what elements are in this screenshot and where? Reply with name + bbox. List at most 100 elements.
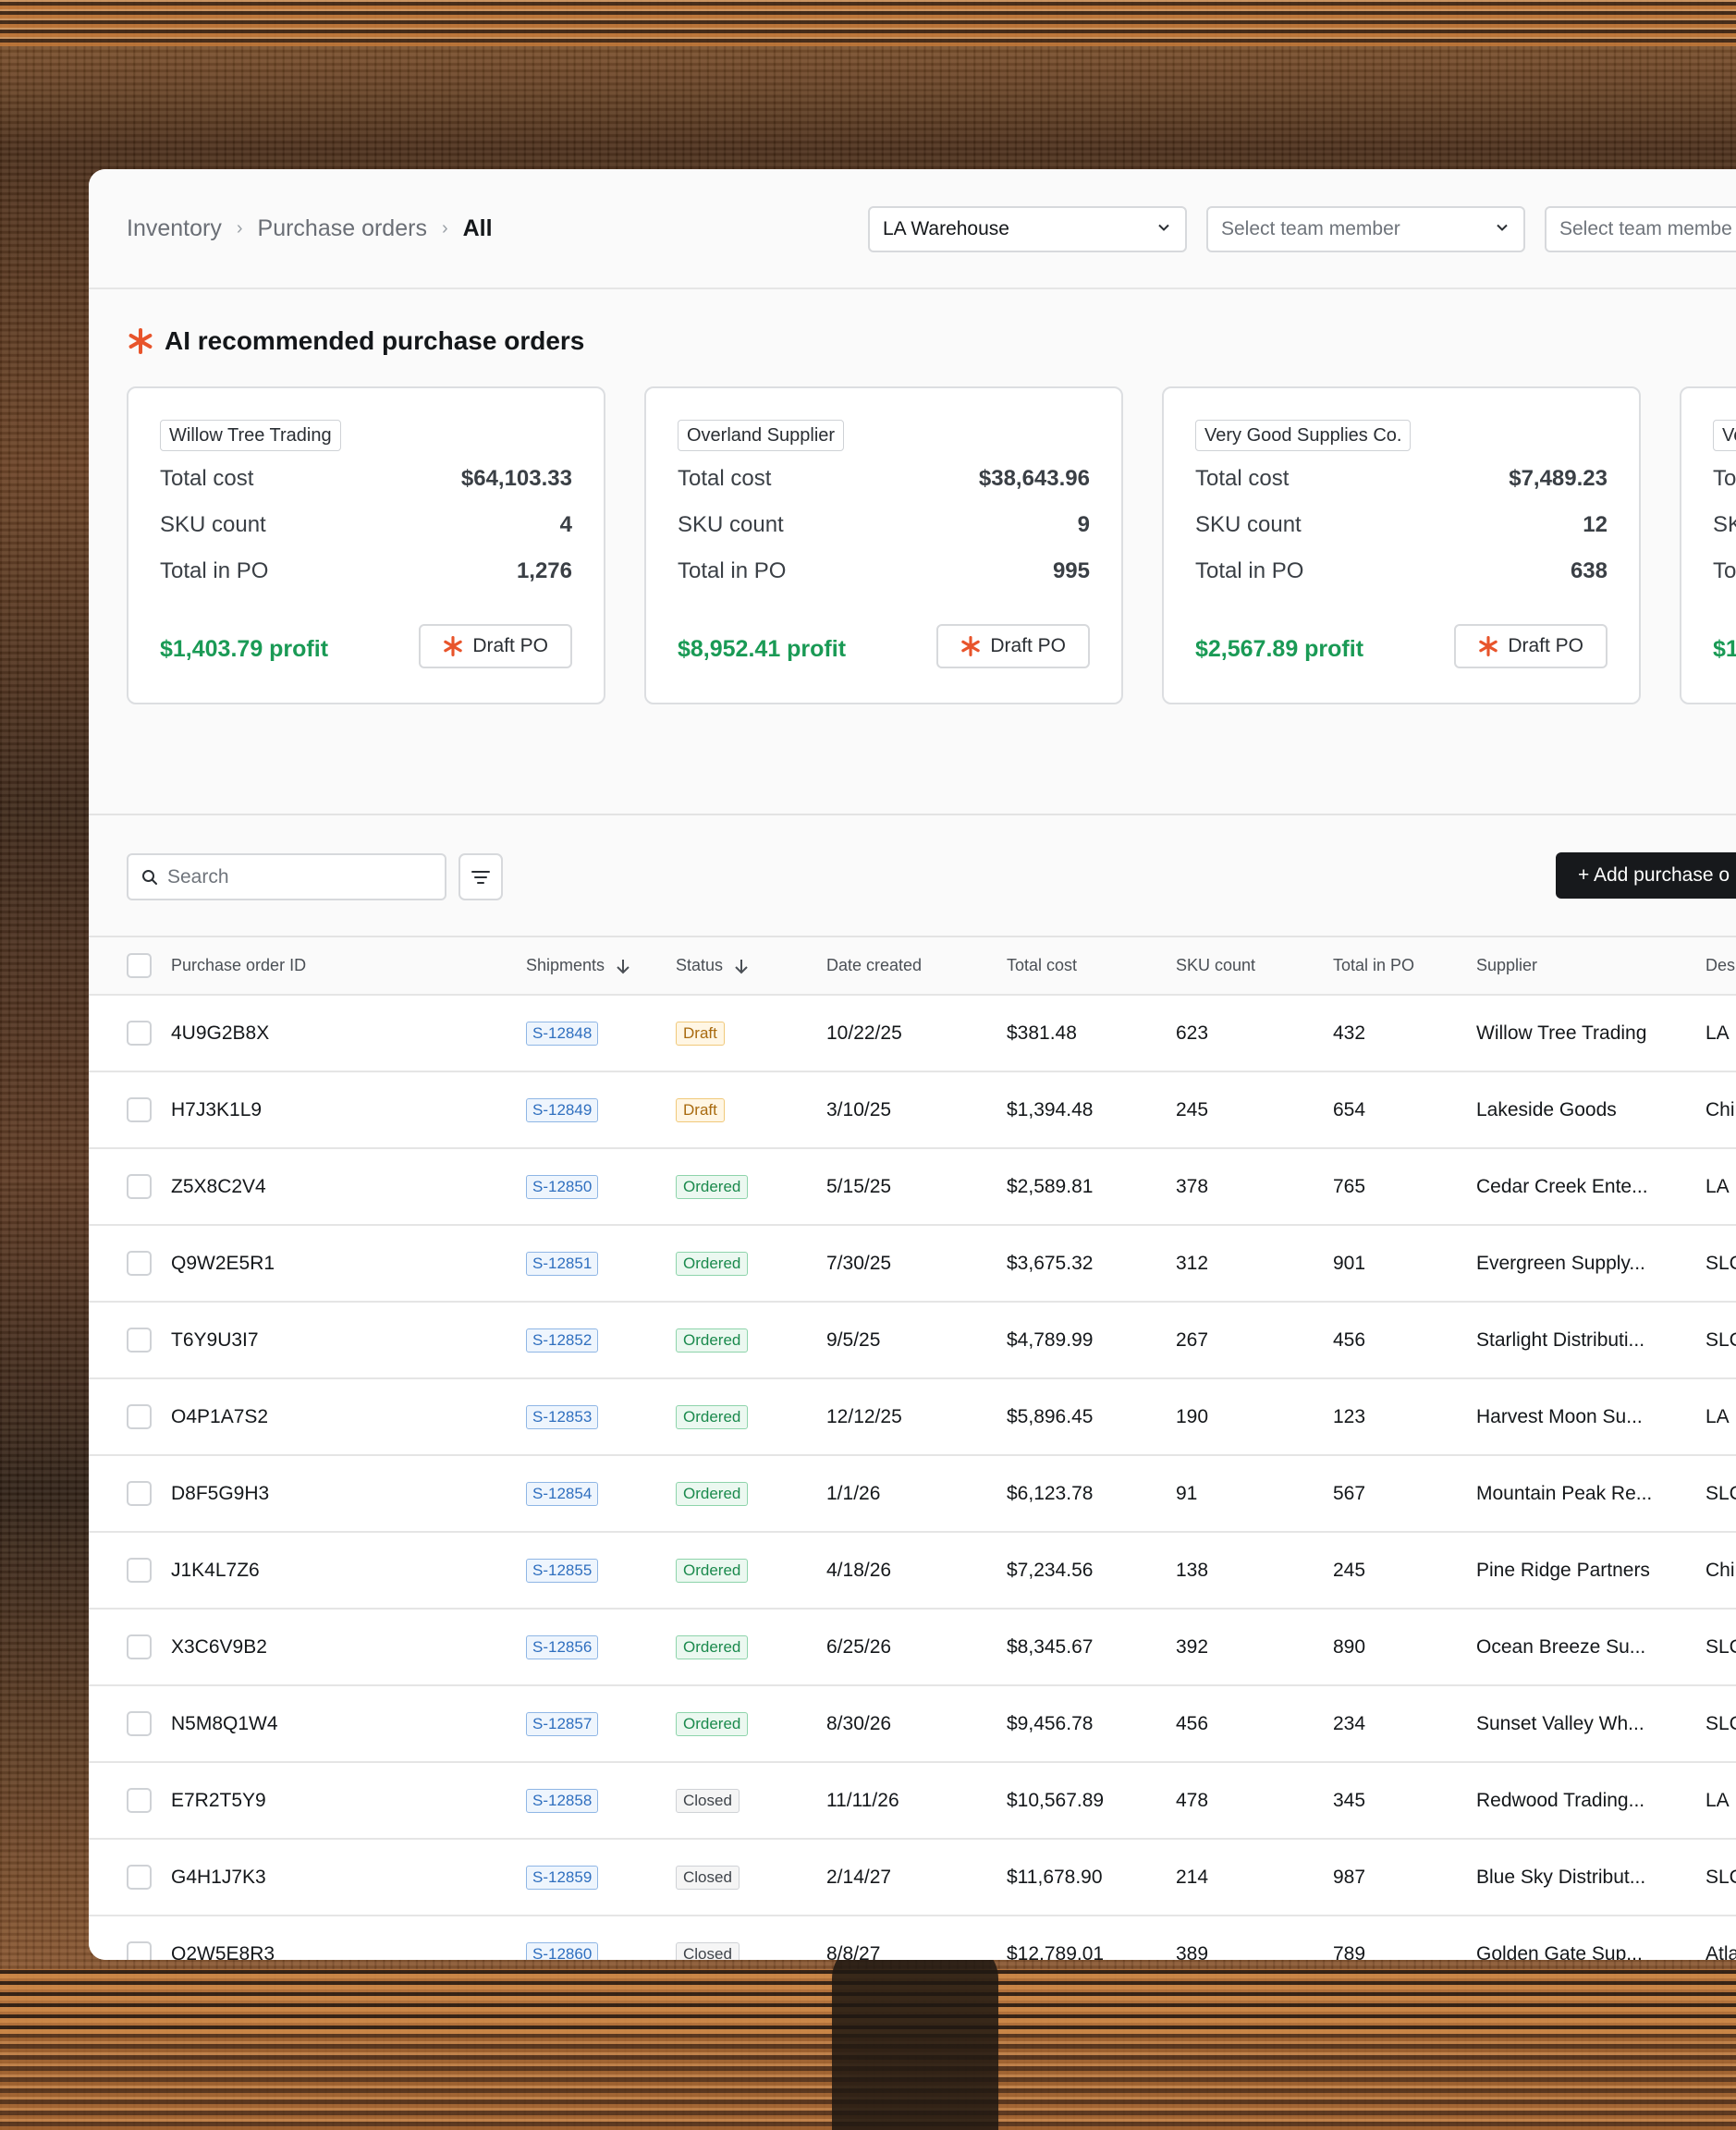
shipment-cell: S-12851 [526, 1226, 599, 1301]
table-row[interactable]: G4H1J7K3 S-12859 Closed 2/14/27 $11,678.90 21… [89, 1840, 1736, 1916]
header-sku-count[interactable]: SKU count [1176, 937, 1255, 994]
header-date-created[interactable]: Date created [826, 937, 922, 994]
total-cost-text: $9,456.78 [1007, 1712, 1094, 1734]
supplier-text: Sunset Valley Wh... [1476, 1712, 1644, 1734]
status-cell: Draft [676, 996, 725, 1071]
status-cell: Draft [676, 1072, 725, 1147]
row-checkbox[interactable] [127, 1711, 152, 1736]
supplier-cell: Ocean Breeze Su... [1476, 1610, 1645, 1684]
row-checkbox[interactable] [127, 1097, 152, 1122]
row-checkbox[interactable] [127, 1558, 152, 1583]
breadcrumb-inventory[interactable]: Inventory [127, 215, 222, 241]
header-total-cost[interactable]: Total cost [1007, 937, 1077, 994]
status-badge: Ordered [676, 1251, 749, 1276]
table-row[interactable]: Q2W5E8R3 S-12860 Closed 8/8/27 $12,789.01 389… [89, 1916, 1736, 1960]
select-all-checkbox[interactable] [127, 953, 152, 978]
table-row[interactable]: Z5X8C2V4 S-12850 Ordered 5/15/25 $2,589.81 37… [89, 1149, 1736, 1226]
shipment-badge[interactable]: S-12848 [526, 1021, 599, 1046]
row-checkbox[interactable] [127, 1865, 152, 1890]
row-checkbox[interactable] [127, 1404, 152, 1429]
breadcrumb-purchase-orders[interactable]: Purchase orders [257, 215, 427, 241]
background-figure [832, 1941, 998, 2130]
status-badge: Ordered [676, 1404, 749, 1429]
draft-po-button[interactable]: Draft PO [1454, 624, 1608, 668]
po-id-text: J1K4L7Z6 [171, 1559, 260, 1581]
row-select-cell [127, 1916, 152, 1960]
table-row[interactable]: 4U9G2B8X S-12848 Draft 10/22/25 $381.48 623 43… [89, 996, 1736, 1072]
shipment-badge[interactable]: S-12854 [526, 1481, 599, 1506]
label: Total cost [1195, 466, 1290, 491]
row-checkbox[interactable] [127, 1481, 152, 1506]
header-supplier[interactable]: Supplier [1476, 937, 1537, 994]
row-checkbox[interactable] [127, 1788, 152, 1813]
warehouse-select[interactable]: LA Warehouse [868, 206, 1187, 252]
row-checkbox[interactable] [127, 1328, 152, 1353]
po-id-text: E7R2T5Y9 [171, 1789, 266, 1811]
table-row[interactable]: N5M8Q1W4 S-12857 Ordered 8/30/26 $9,456.78 45… [89, 1686, 1736, 1763]
table-row[interactable]: O4P1A7S2 S-12853 Ordered 12/12/25 $5,896.45 1… [89, 1379, 1736, 1456]
search-input[interactable]: Search [127, 853, 446, 900]
label: To [1713, 558, 1736, 583]
total-in-po-cell: 890 [1333, 1610, 1365, 1684]
destination-text: SLC [1705, 1482, 1736, 1504]
shipment-badge[interactable]: S-12860 [526, 1941, 599, 1960]
destination-text: SLC [1705, 1252, 1736, 1274]
add-purchase-order-button[interactable]: + Add purchase o [1556, 852, 1736, 899]
shipment-badge[interactable]: S-12858 [526, 1788, 599, 1813]
total-in-po-cell: 765 [1333, 1149, 1365, 1224]
po-id-cell: O4P1A7S2 [171, 1379, 268, 1454]
shipment-badge[interactable]: S-12857 [526, 1711, 599, 1736]
shipment-badge[interactable]: S-12853 [526, 1404, 599, 1429]
total-in-po-cell: 432 [1333, 996, 1365, 1071]
sku-count-cell: 214 [1176, 1840, 1208, 1915]
team-member-select[interactable]: Select team member [1206, 206, 1525, 252]
draft-po-button[interactable]: Draft PO [936, 624, 1090, 668]
sku-count-cell: 138 [1176, 1533, 1208, 1608]
supplier-text: Cedar Creek Ente... [1476, 1175, 1648, 1197]
table-row[interactable]: D8F5G9H3 S-12854 Ordered 1/1/26 $6,123.78 91 5… [89, 1456, 1736, 1533]
destination-text: Chi [1705, 1559, 1735, 1581]
header-destination[interactable]: Des [1705, 937, 1735, 994]
header-po-id[interactable]: Purchase order ID [171, 937, 306, 994]
total-cost-text: $5,896.45 [1007, 1405, 1094, 1427]
row-checkbox[interactable] [127, 1174, 152, 1199]
shipment-badge[interactable]: S-12849 [526, 1097, 599, 1122]
shipment-badge[interactable]: S-12850 [526, 1174, 599, 1199]
card-row-sku-count: SKU count 9 [678, 512, 1090, 538]
date-text: 1/1/26 [826, 1482, 881, 1504]
sku-count-cell: 190 [1176, 1379, 1208, 1454]
status-badge: Ordered [676, 1558, 749, 1583]
header-shipments[interactable]: Shipments [526, 937, 630, 994]
shipment-badge[interactable]: S-12851 [526, 1251, 599, 1276]
supplier-text: Golden Gate Sup... [1476, 1942, 1643, 1961]
row-checkbox[interactable] [127, 1021, 152, 1046]
team-member-select-2-placeholder: Select team membe [1559, 218, 1732, 239]
row-checkbox[interactable] [127, 1941, 152, 1960]
label: Total cost [160, 466, 254, 491]
date-text: 7/30/25 [826, 1252, 892, 1274]
table-row[interactable]: Q9W2E5R1 S-12851 Ordered 7/30/25 $3,675.32 31… [89, 1226, 1736, 1303]
sku-count-text: 456 [1176, 1712, 1209, 1734]
shipment-badge[interactable]: S-12859 [526, 1865, 599, 1890]
shipment-badge[interactable]: S-12852 [526, 1328, 599, 1353]
team-member-select-2[interactable]: Select team membe [1545, 206, 1736, 252]
filter-button[interactable] [458, 853, 503, 900]
shipment-badge[interactable]: S-12856 [526, 1634, 599, 1659]
recommendation-card: Very Good Supplies Co. Total cost $7,489.… [1162, 386, 1641, 704]
shipment-badge[interactable]: S-12855 [526, 1558, 599, 1583]
draft-po-button[interactable]: Draft PO [419, 624, 572, 668]
total-in-po-text: 987 [1333, 1866, 1366, 1888]
shipment-cell: S-12859 [526, 1840, 599, 1915]
row-checkbox[interactable] [127, 1634, 152, 1659]
table-row[interactable]: X3C6V9B2 S-12856 Ordered 6/25/26 $8,345.67 39… [89, 1610, 1736, 1686]
sku-count-cell: 392 [1176, 1610, 1208, 1684]
header-total-in-po[interactable]: Total in PO [1333, 937, 1414, 994]
header-status[interactable]: Status [676, 937, 749, 994]
total-in-po-cell: 345 [1333, 1763, 1365, 1838]
table-row[interactable]: H7J3K1L9 S-12849 Draft 3/10/25 $1,394.48 245 6… [89, 1072, 1736, 1149]
date-text: 2/14/27 [826, 1866, 892, 1888]
table-row[interactable]: E7R2T5Y9 S-12858 Closed 11/11/26 $10,567.89 4… [89, 1763, 1736, 1840]
row-checkbox[interactable] [127, 1251, 152, 1276]
table-row[interactable]: J1K4L7Z6 S-12855 Ordered 4/18/26 $7,234.56 13… [89, 1533, 1736, 1610]
table-row[interactable]: T6Y9U3I7 S-12852 Ordered 9/5/25 $4,789.99 267… [89, 1303, 1736, 1379]
